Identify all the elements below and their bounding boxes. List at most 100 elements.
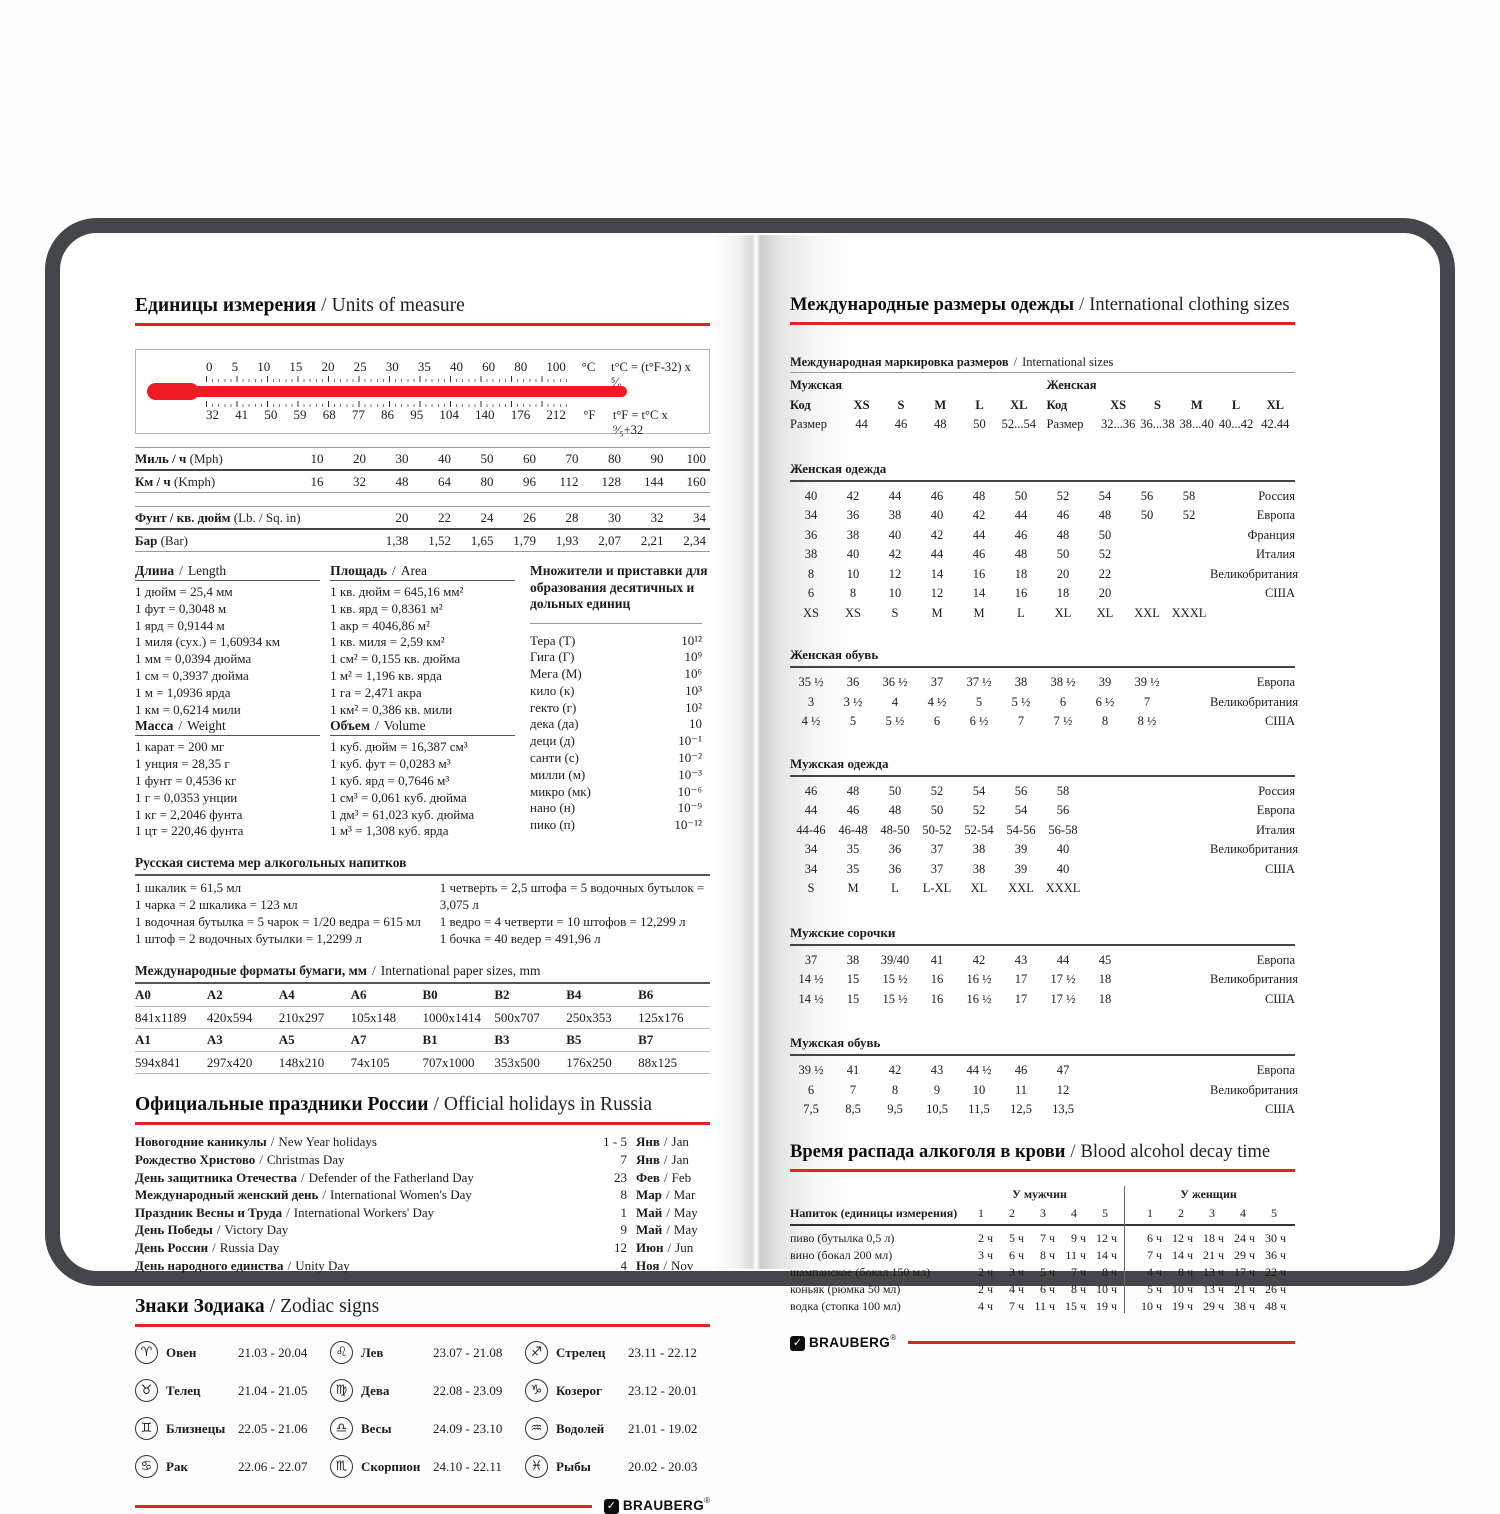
size-cell: 34 (804, 861, 818, 876)
size-cell: 12,5 (1010, 1102, 1032, 1117)
size-row: 34 36 38 40 42 44 46 48 50 52 Европа (790, 506, 1295, 526)
page-title-ru: Международные размеры одежды (790, 295, 1075, 315)
size-cell: 56-58 (1048, 822, 1078, 837)
zodiac-title: Знаки Зодиака / Zodiac signs (135, 1296, 710, 1318)
zodiac-name: Козерог (556, 1382, 602, 1398)
alcohol-measures-section: Русская система мер алкогольных напитков… (135, 855, 710, 947)
blood-group-divider (1124, 1185, 1125, 1313)
blood-value-women: 21 ч (1233, 1281, 1255, 1296)
measure-row: Км / ч (Kmph) 16 32 48 64 80 96 112 128 144 160 (135, 471, 710, 493)
international-marking-section: Международная маркировка размеров / Intern… (790, 355, 1295, 435)
size-cell: 39 ½ (1134, 675, 1160, 690)
holiday-name-en: Russia Day (219, 1239, 280, 1255)
blood-value-women: 48 ч (1264, 1298, 1286, 1313)
size-section-title: Женская обувь (790, 647, 1295, 668)
blood-value-women: 10 ч (1140, 1298, 1162, 1313)
blood-drink: коньяк (рюмка 50 мл) (790, 1281, 901, 1296)
footer-red-line (908, 1341, 1295, 1344)
zodiac-item: ♑ Козерог 23.12 - 20.01 (525, 1379, 710, 1403)
blood-col-num: 4 (1240, 1206, 1246, 1220)
size-country: Россия (1258, 783, 1295, 798)
size-row: XS XS S M M L XL XL XXL XXXL (790, 604, 1295, 624)
blood-value-men: 4 ч (1008, 1281, 1024, 1296)
holiday-name: Праздник Весны и Труда / International Wor… (135, 1204, 593, 1222)
holiday-month-separator: / (666, 1222, 670, 1238)
size-cell: 50 (1140, 508, 1154, 523)
marking-size: 40...42 (1218, 417, 1254, 432)
size-cell: XS (803, 605, 819, 620)
holiday-row: Праздник Весны и Труда / International Wor… (135, 1204, 710, 1222)
scale-label: 59 (293, 407, 307, 422)
marking-title-en: International sizes (1022, 355, 1114, 369)
scale-label: 68 (322, 407, 336, 422)
size-cell: 7 (849, 1082, 857, 1097)
holiday-month-separator: / (667, 1239, 672, 1255)
blood-value-women: 22 ч (1264, 1264, 1286, 1279)
holidays-title: Официальные праздники России / Official ho… (135, 1094, 710, 1116)
alcohol-measures-title: Русская система мер алкогольных напитков (135, 855, 710, 877)
size-cell: 58 (1182, 488, 1196, 503)
size-table-body: 40 42 44 46 48 50 52 54 56 58 Россия 34 36 38 40 42 44 46… (790, 487, 1299, 624)
holiday-name: День Победы / Victory Day (135, 1221, 593, 1239)
size-cell: 41 (930, 952, 944, 967)
temperature-conversion-chart: 0 5 10 15 20 25 30 35 40 60 80 100 °C t°C = (t°F-32… (135, 349, 710, 437)
multiplier-row: микро (мк) 10⁻⁶ (530, 784, 702, 801)
size-country: Великобритания (1210, 566, 1299, 581)
zodiac-item: ♎ Весы 24.09 - 23.10 (330, 1417, 525, 1441)
size-cell: 46 (972, 547, 986, 562)
size-country: Италия (1256, 822, 1295, 837)
size-cell: 15 ½ (882, 972, 908, 987)
multiplier-name: нано (н) (530, 800, 576, 816)
zodiac-dates: 22.06 - 22.07 (238, 1458, 308, 1474)
unit-section-title-ru: Длина (135, 563, 175, 578)
blood-value-men: 7 ч (1070, 1264, 1086, 1279)
size-cell: 14 ½ (798, 972, 824, 987)
size-cell: 9 (933, 1082, 941, 1097)
size-cell: 7,5 (803, 1102, 819, 1117)
list-item: 1 штоф = 2 водочных бутылки = 1,2299 л (135, 930, 362, 946)
size-cell: 48 (1098, 508, 1112, 523)
holiday-month-separator: / (666, 1187, 670, 1203)
holiday-row: День Победы / Victory Day 9 Май / May (135, 1221, 710, 1239)
size-cell: 15 ½ (882, 991, 908, 1006)
paper-cell: 125x176 (638, 1009, 684, 1025)
zodiac-dates: 23.12 - 20.01 (628, 1382, 698, 1398)
holiday-day: 23 (614, 1169, 627, 1185)
size-cell: 6 (807, 1082, 815, 1097)
size-cell: 48 (1014, 547, 1028, 562)
size-row: 38 40 42 44 46 48 50 52 Италия (790, 545, 1295, 565)
unit-section-title: Масса / Weight (135, 718, 320, 737)
size-cell: 40 (804, 488, 818, 503)
paper-cell: B7 (638, 1032, 654, 1048)
alcohol-measures-left: 1 шкалик = 61,5 мл 1 чарка = 2 шкалика = … (135, 880, 440, 947)
holiday-name-separator: / (287, 1257, 292, 1273)
blood-value-women: 8 ч (1177, 1264, 1193, 1279)
measure-value: 80 (480, 473, 494, 489)
blood-rule (790, 1168, 1295, 1172)
size-country: Европа (1256, 508, 1295, 523)
paper-cell: 500x707 (494, 1009, 540, 1025)
size-row: 40 42 44 46 48 50 52 54 56 58 Россия (790, 487, 1295, 507)
tick-ruler-bottom (206, 401, 572, 407)
size-cell: 42 (888, 547, 902, 562)
zodiac-item: ♋ Рак 22.06 - 22.07 (135, 1455, 330, 1479)
holiday-row: День народного единства / Unity Day 4 Ноя / No… (135, 1257, 710, 1275)
zodiac-item: ♓ Рыбы 20.02 - 20.03 (525, 1455, 710, 1479)
size-cell: 37 (930, 842, 944, 857)
scale-label: 15 (289, 359, 303, 374)
multiplier-value: 10⁻⁶ (677, 783, 702, 799)
multiplier-name: Гига (Г) (530, 649, 575, 665)
marking-size: 44 (855, 417, 868, 432)
size-country: США (1265, 714, 1295, 729)
multiplier-value: 10³ (685, 682, 702, 698)
unit-item: 1 дм³ = 61,023 куб. дюйма (330, 806, 475, 822)
size-cell: 54 (972, 783, 986, 798)
page-title-ru: Единицы измерения (135, 295, 317, 316)
zodiac-рак-icon: ♋ (135, 1455, 158, 1479)
holiday-month-ru: Май (636, 1204, 663, 1220)
zodiac-dates: 24.09 - 23.10 (433, 1420, 503, 1436)
size-cell: 8 ½ (1137, 714, 1157, 729)
unit-item: 1 куб. дюйм = 16,387 см³ (330, 739, 468, 755)
holidays-title-ru: Официальные праздники России (135, 1094, 429, 1116)
size-cell: 41 (846, 1063, 860, 1078)
